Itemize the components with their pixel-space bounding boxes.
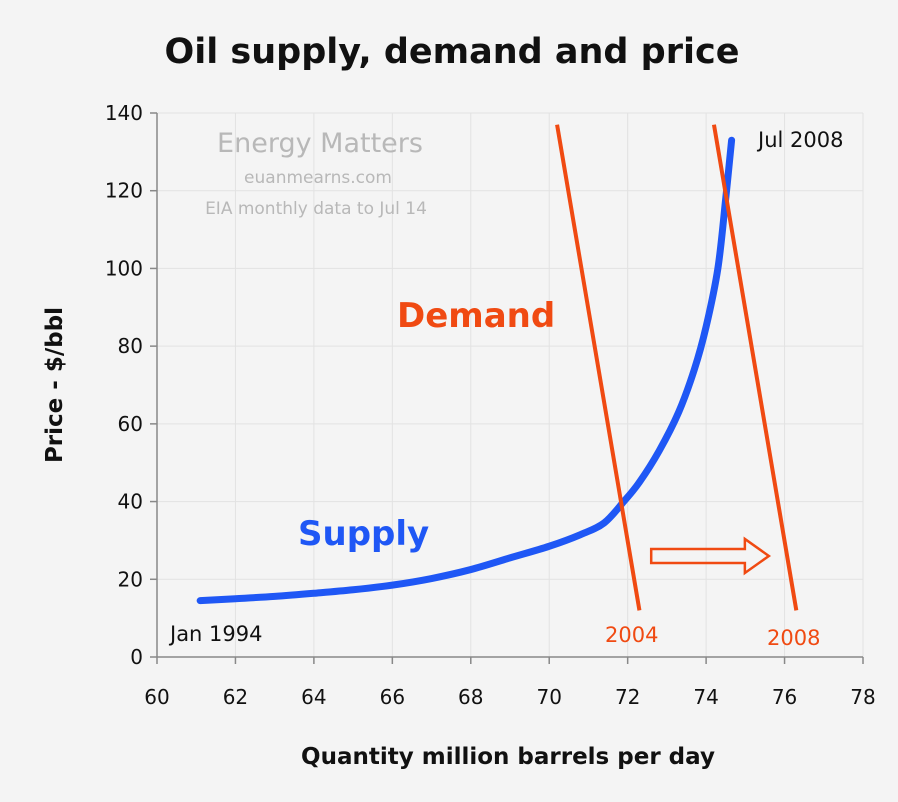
y-tick-label: 20 bbox=[118, 567, 143, 591]
x-tick-label: 68 bbox=[458, 685, 483, 709]
y-tick-label: 40 bbox=[118, 490, 143, 514]
y-tick-label: 120 bbox=[105, 179, 143, 203]
y-axis-title: Price - $/bbl bbox=[42, 307, 68, 463]
axes bbox=[150, 112, 864, 664]
grid-lines bbox=[157, 112, 864, 657]
annotation-jan-1994: Jan 1994 bbox=[168, 622, 263, 646]
x-tick-label: 76 bbox=[772, 685, 797, 709]
supply-curve bbox=[196, 136, 736, 605]
y-tick-label: 140 bbox=[105, 101, 143, 125]
watermark-source: EIA monthly data to Jul 14 bbox=[205, 199, 427, 219]
demand-line-2004 bbox=[555, 124, 642, 611]
tick-labels: 0 20 40 60 80 100 120 140 60 62 64 66 68 70 72 74 76 78 bbox=[105, 101, 876, 709]
shift-arrow bbox=[649, 536, 772, 576]
x-tick-label: 72 bbox=[615, 685, 640, 709]
y-tick-label: 100 bbox=[105, 256, 143, 280]
x-tick-label: 62 bbox=[223, 685, 248, 709]
watermark-site: euanmearns.com bbox=[244, 168, 392, 188]
x-axis-title: Quantity million barrels per day bbox=[301, 744, 715, 770]
y-tick-label: 80 bbox=[118, 334, 143, 358]
demand-label: Demand bbox=[397, 296, 555, 336]
x-tick-label: 74 bbox=[693, 685, 718, 709]
label-2008: 2008 bbox=[767, 626, 820, 650]
watermark-title: Energy Matters bbox=[217, 128, 423, 159]
supply-label: Supply bbox=[298, 514, 429, 554]
y-tick-label: 0 bbox=[130, 645, 143, 669]
y-tick-label: 60 bbox=[118, 412, 143, 436]
series-layer bbox=[196, 124, 799, 611]
x-tick-label: 66 bbox=[380, 685, 405, 709]
x-tick-label: 70 bbox=[536, 685, 561, 709]
x-tick-label: 60 bbox=[144, 685, 169, 709]
x-tick-label: 78 bbox=[850, 685, 875, 709]
chart-title: Oil supply, demand and price bbox=[165, 32, 740, 72]
x-tick-label: 64 bbox=[301, 685, 326, 709]
label-2004: 2004 bbox=[605, 623, 658, 647]
demand-line-2008 bbox=[711, 124, 799, 611]
annotation-jul-2008: Jul 2008 bbox=[756, 128, 843, 152]
